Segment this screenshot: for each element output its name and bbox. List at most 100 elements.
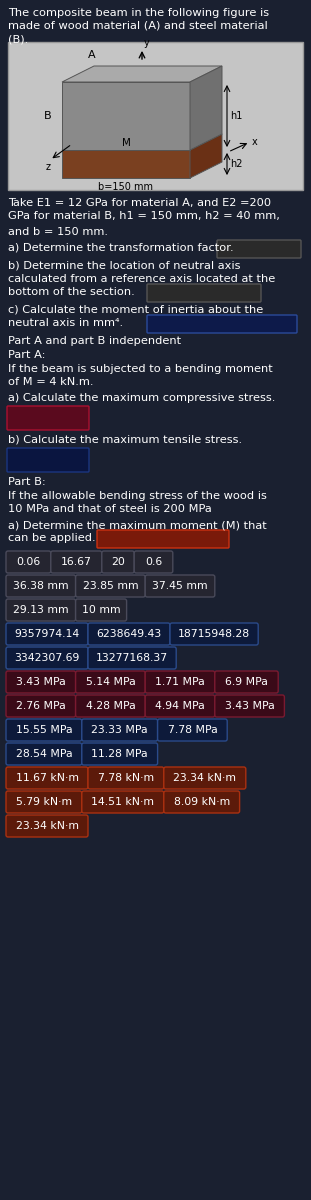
- FancyBboxPatch shape: [82, 791, 164, 814]
- FancyBboxPatch shape: [158, 719, 227, 740]
- Text: 3342307.69: 3342307.69: [14, 653, 80, 662]
- Text: Take E1 = 12 GPa for material A, and E2 =200: Take E1 = 12 GPa for material A, and E2 …: [8, 198, 271, 208]
- Text: a) Calculate the maximum compressive stress.: a) Calculate the maximum compressive str…: [8, 392, 275, 403]
- Bar: [8, 42, 303, 190]
- Text: 23.34 kN·m: 23.34 kN·m: [173, 773, 236, 782]
- FancyBboxPatch shape: [145, 695, 215, 716]
- FancyBboxPatch shape: [164, 791, 239, 814]
- FancyBboxPatch shape: [215, 695, 284, 716]
- Text: 3.43 MPa: 3.43 MPa: [225, 701, 275, 710]
- Text: can be applied.: can be applied.: [8, 533, 95, 542]
- Text: Part A:: Part A:: [8, 350, 45, 360]
- FancyBboxPatch shape: [6, 719, 82, 740]
- Text: 4.94 MPa: 4.94 MPa: [155, 701, 205, 710]
- Text: and b = 150 mm.: and b = 150 mm.: [8, 227, 108, 236]
- Text: 11.28 MPa: 11.28 MPa: [91, 749, 148, 758]
- FancyBboxPatch shape: [6, 599, 76, 622]
- FancyBboxPatch shape: [6, 743, 82, 766]
- FancyBboxPatch shape: [134, 551, 173, 572]
- FancyBboxPatch shape: [88, 647, 176, 670]
- Text: h2: h2: [230, 158, 243, 169]
- Text: 28.54 MPa: 28.54 MPa: [16, 749, 72, 758]
- Text: 14.51 kN·m: 14.51 kN·m: [91, 797, 154, 806]
- Text: GPa for material B, h1 = 150 mm, h2 = 40 mm,: GPa for material B, h1 = 150 mm, h2 = 40…: [8, 211, 280, 221]
- Text: b) Calculate the maximum tensile stress.: b) Calculate the maximum tensile stress.: [8, 434, 242, 445]
- Text: The composite beam in the following figure is: The composite beam in the following figu…: [8, 8, 269, 18]
- FancyBboxPatch shape: [88, 767, 164, 790]
- Text: Part B:: Part B:: [8, 476, 46, 487]
- FancyBboxPatch shape: [6, 671, 76, 692]
- Polygon shape: [190, 66, 222, 150]
- FancyBboxPatch shape: [217, 240, 301, 258]
- Text: 23.85 mm: 23.85 mm: [83, 581, 138, 590]
- Text: a) Determine the transformation factor.: a) Determine the transformation factor.: [8, 242, 234, 253]
- Text: 23.33 MPa: 23.33 MPa: [91, 725, 148, 734]
- Polygon shape: [62, 150, 190, 178]
- Text: 0.06: 0.06: [16, 557, 40, 566]
- FancyBboxPatch shape: [76, 695, 145, 716]
- Text: 20: 20: [111, 557, 125, 566]
- Text: 10 mm: 10 mm: [82, 605, 120, 614]
- Text: 6238649.43: 6238649.43: [96, 629, 162, 638]
- Text: of M = 4 kN.m.: of M = 4 kN.m.: [8, 377, 94, 386]
- Text: calculated from a reference axis located at the: calculated from a reference axis located…: [8, 274, 275, 284]
- Text: Part A and part B independent: Part A and part B independent: [8, 336, 181, 346]
- Text: c) Calculate the moment of inertia about the: c) Calculate the moment of inertia about…: [8, 305, 263, 314]
- Text: If the allowable bending stress of the wood is: If the allowable bending stress of the w…: [8, 491, 267, 502]
- Text: 4.28 MPa: 4.28 MPa: [86, 701, 135, 710]
- FancyBboxPatch shape: [164, 767, 246, 790]
- Text: 9357974.14: 9357974.14: [14, 629, 80, 638]
- Text: 3.43 MPa: 3.43 MPa: [16, 677, 66, 686]
- Text: 13277168.37: 13277168.37: [96, 653, 168, 662]
- FancyBboxPatch shape: [6, 551, 51, 572]
- Text: 29.13 mm: 29.13 mm: [13, 605, 69, 614]
- Text: 0.6: 0.6: [145, 557, 162, 566]
- Text: z: z: [46, 162, 51, 172]
- Text: neutral axis in mm⁴.: neutral axis in mm⁴.: [8, 318, 123, 328]
- Polygon shape: [62, 66, 222, 82]
- FancyBboxPatch shape: [102, 551, 134, 572]
- FancyBboxPatch shape: [7, 448, 89, 472]
- Text: 23.34 kN·m: 23.34 kN·m: [16, 821, 78, 830]
- FancyBboxPatch shape: [6, 815, 88, 838]
- FancyBboxPatch shape: [7, 406, 89, 430]
- Text: 5.14 MPa: 5.14 MPa: [86, 677, 135, 686]
- FancyBboxPatch shape: [6, 575, 76, 596]
- Text: b=150 mm: b=150 mm: [99, 182, 154, 192]
- Text: B: B: [44, 110, 52, 121]
- Text: 16.67: 16.67: [61, 557, 92, 566]
- FancyBboxPatch shape: [76, 575, 145, 596]
- FancyBboxPatch shape: [6, 647, 88, 670]
- FancyBboxPatch shape: [147, 314, 297, 332]
- Text: bottom of the section.: bottom of the section.: [8, 287, 135, 296]
- FancyBboxPatch shape: [6, 767, 88, 790]
- Text: (B).: (B).: [8, 34, 28, 44]
- Text: x: x: [252, 137, 258, 146]
- Text: 8.09 kN·m: 8.09 kN·m: [174, 797, 230, 806]
- Text: 37.45 mm: 37.45 mm: [152, 581, 208, 590]
- Text: b) Determine the location of neutral axis: b) Determine the location of neutral axi…: [8, 260, 240, 271]
- FancyBboxPatch shape: [51, 551, 102, 572]
- FancyBboxPatch shape: [97, 530, 229, 548]
- FancyBboxPatch shape: [145, 575, 215, 596]
- Text: 15.55 MPa: 15.55 MPa: [16, 725, 72, 734]
- FancyBboxPatch shape: [82, 743, 158, 766]
- Text: 5.79 kN·m: 5.79 kN·m: [16, 797, 72, 806]
- FancyBboxPatch shape: [6, 791, 82, 814]
- FancyBboxPatch shape: [76, 671, 145, 692]
- Polygon shape: [190, 134, 222, 178]
- Text: 10 MPa and that of steel is 200 MPa: 10 MPa and that of steel is 200 MPa: [8, 504, 212, 514]
- FancyBboxPatch shape: [145, 671, 215, 692]
- Text: 11.67 kN·m: 11.67 kN·m: [16, 773, 78, 782]
- FancyBboxPatch shape: [76, 599, 127, 622]
- Polygon shape: [62, 134, 222, 150]
- FancyBboxPatch shape: [215, 671, 278, 692]
- FancyBboxPatch shape: [6, 623, 88, 646]
- Text: y: y: [144, 38, 150, 48]
- Text: 1.71 MPa: 1.71 MPa: [155, 677, 205, 686]
- FancyBboxPatch shape: [147, 284, 261, 302]
- Text: A: A: [88, 50, 96, 60]
- Text: 36.38 mm: 36.38 mm: [13, 581, 69, 590]
- FancyBboxPatch shape: [6, 695, 76, 716]
- Text: M: M: [122, 138, 131, 148]
